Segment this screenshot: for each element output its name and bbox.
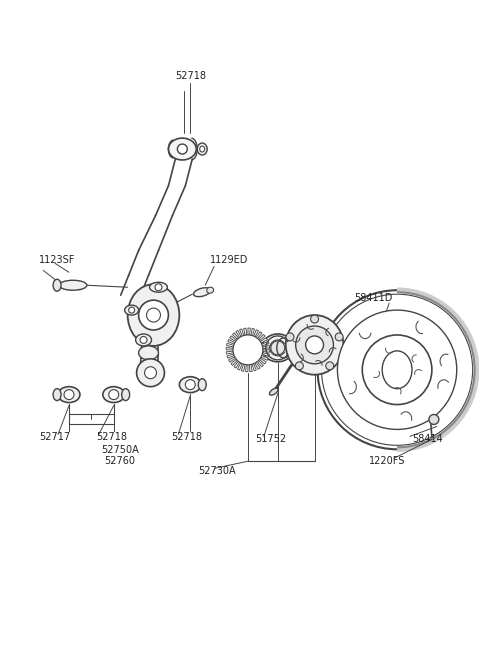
- Circle shape: [335, 333, 343, 341]
- Polygon shape: [263, 350, 270, 352]
- Circle shape: [322, 294, 473, 445]
- Text: 58414: 58414: [412, 434, 443, 444]
- Circle shape: [286, 333, 294, 341]
- Polygon shape: [231, 359, 238, 365]
- Ellipse shape: [197, 143, 207, 155]
- Polygon shape: [232, 333, 239, 339]
- Polygon shape: [256, 331, 262, 339]
- Polygon shape: [249, 364, 252, 371]
- Circle shape: [337, 310, 457, 430]
- Ellipse shape: [64, 390, 74, 400]
- Polygon shape: [227, 354, 234, 358]
- Ellipse shape: [262, 334, 294, 362]
- Text: 1220FS: 1220FS: [369, 457, 406, 466]
- Ellipse shape: [146, 308, 160, 322]
- Polygon shape: [263, 346, 270, 348]
- Text: 51752: 51752: [255, 434, 286, 444]
- Polygon shape: [226, 351, 233, 354]
- Polygon shape: [248, 328, 250, 335]
- Circle shape: [137, 359, 165, 386]
- Ellipse shape: [168, 138, 196, 160]
- Polygon shape: [253, 329, 258, 337]
- Ellipse shape: [180, 377, 201, 392]
- Polygon shape: [261, 356, 268, 360]
- Ellipse shape: [185, 380, 195, 390]
- Ellipse shape: [150, 282, 168, 292]
- Ellipse shape: [207, 287, 214, 293]
- Text: 52717: 52717: [39, 432, 70, 442]
- Ellipse shape: [382, 351, 412, 388]
- Polygon shape: [251, 328, 254, 335]
- Polygon shape: [262, 341, 269, 346]
- Text: 52760: 52760: [104, 457, 135, 466]
- Polygon shape: [228, 339, 235, 344]
- Polygon shape: [262, 353, 269, 356]
- Circle shape: [233, 335, 263, 365]
- Ellipse shape: [178, 144, 187, 154]
- Circle shape: [429, 415, 439, 424]
- Ellipse shape: [103, 386, 125, 403]
- Ellipse shape: [296, 326, 334, 364]
- Ellipse shape: [200, 146, 204, 152]
- Ellipse shape: [193, 288, 211, 297]
- Ellipse shape: [286, 315, 343, 375]
- Ellipse shape: [59, 280, 87, 290]
- Circle shape: [318, 290, 477, 449]
- Polygon shape: [257, 360, 264, 367]
- Polygon shape: [236, 331, 241, 337]
- Ellipse shape: [122, 388, 130, 401]
- Ellipse shape: [109, 390, 119, 400]
- Circle shape: [271, 341, 285, 355]
- Text: 52730A: 52730A: [198, 466, 236, 476]
- Text: 52718: 52718: [171, 432, 203, 442]
- Text: 52750A: 52750A: [101, 445, 139, 455]
- Polygon shape: [252, 364, 256, 371]
- Ellipse shape: [53, 388, 61, 401]
- Polygon shape: [241, 364, 245, 371]
- Polygon shape: [240, 329, 244, 336]
- Circle shape: [311, 315, 319, 323]
- Polygon shape: [259, 358, 266, 364]
- Polygon shape: [226, 348, 233, 350]
- Polygon shape: [238, 363, 242, 370]
- Polygon shape: [227, 343, 234, 347]
- Text: 52718: 52718: [175, 71, 206, 81]
- Ellipse shape: [139, 346, 158, 360]
- Ellipse shape: [140, 337, 147, 343]
- Text: 52718: 52718: [96, 432, 127, 442]
- Text: 58411D: 58411D: [354, 293, 393, 303]
- Ellipse shape: [306, 336, 324, 354]
- Polygon shape: [230, 336, 237, 342]
- Polygon shape: [259, 335, 265, 341]
- Ellipse shape: [58, 386, 80, 403]
- Ellipse shape: [198, 379, 206, 390]
- Circle shape: [295, 362, 303, 370]
- Circle shape: [144, 367, 156, 379]
- Polygon shape: [255, 362, 260, 369]
- Text: 1123SF: 1123SF: [39, 255, 75, 265]
- Ellipse shape: [139, 300, 168, 330]
- Polygon shape: [246, 365, 248, 372]
- Ellipse shape: [128, 284, 180, 346]
- Ellipse shape: [129, 307, 134, 313]
- Ellipse shape: [136, 334, 152, 346]
- Polygon shape: [234, 362, 240, 368]
- Polygon shape: [244, 328, 247, 335]
- Circle shape: [362, 335, 432, 405]
- Circle shape: [326, 362, 334, 370]
- Ellipse shape: [269, 388, 278, 395]
- Text: 1129ED: 1129ED: [210, 255, 249, 265]
- Polygon shape: [228, 357, 236, 362]
- Polygon shape: [260, 338, 267, 343]
- Ellipse shape: [125, 305, 139, 315]
- Ellipse shape: [53, 279, 61, 291]
- Ellipse shape: [155, 284, 162, 291]
